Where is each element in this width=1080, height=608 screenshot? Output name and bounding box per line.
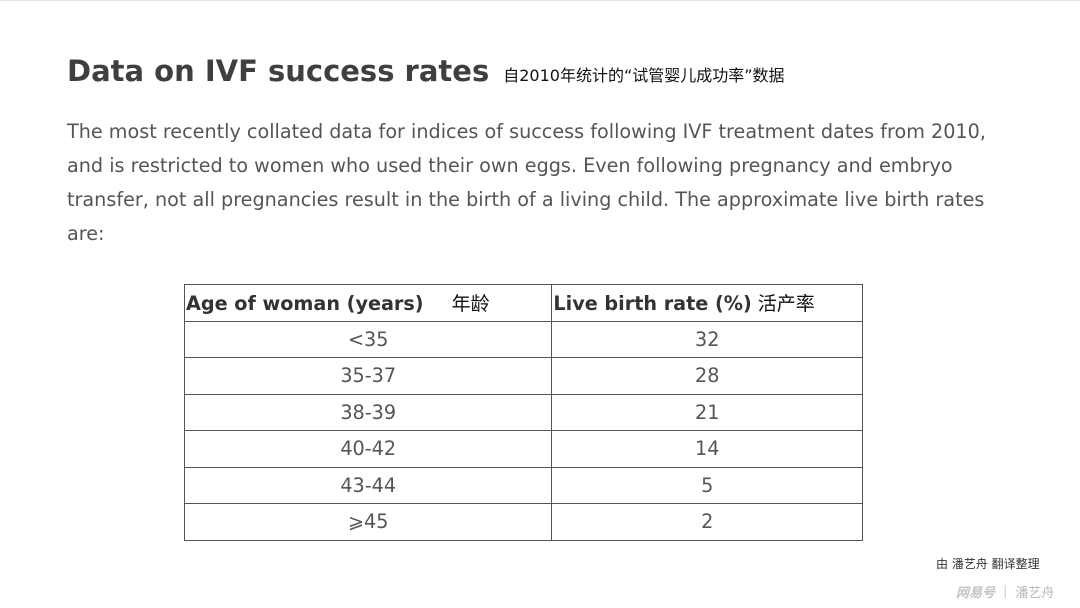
age-cell: 38-39 xyxy=(183,393,553,431)
page-title: Data on IVF success rates xyxy=(67,54,490,88)
header-age-label: Age of woman (years) xyxy=(186,292,424,316)
header-age: Age of woman (years) 年龄 xyxy=(183,284,553,322)
watermark: 网易号 | 潘艺舟 xyxy=(956,582,1054,601)
intro-paragraph: The most recently collated data for indi… xyxy=(67,120,986,245)
header-rate-cn: 活产率 xyxy=(757,293,815,316)
table-row: 38-39 21 xyxy=(183,393,863,431)
table-row: <35 32 xyxy=(183,320,863,358)
rate-cell: 5 xyxy=(551,466,863,504)
rate-cell: 2 xyxy=(551,503,863,541)
age-cell: 43-44 xyxy=(183,466,553,504)
live-birth-rate-table: Age of woman (years) 年龄 Live birth rate (… xyxy=(183,284,863,541)
table-header-row: Age of woman (years) 年龄 Live birth rate (… xyxy=(183,284,863,322)
translation-credit: 由 潘艺舟 翻译整理 xyxy=(936,557,1040,571)
page-subtitle-cn: 自2010年统计的“试管婴儿成功率”数据 xyxy=(503,66,785,85)
watermark-separator: | xyxy=(1003,584,1008,599)
rate-cell: 32 xyxy=(551,320,863,358)
title-row: Data on IVF success rates 自2010年统计的“试管婴儿… xyxy=(67,54,785,88)
table-row: 40-42 14 xyxy=(183,430,863,468)
header-age-cn: 年龄 xyxy=(451,293,490,316)
table-row: 35-37 28 xyxy=(183,357,863,395)
watermark-brand: 网易号 xyxy=(956,586,996,601)
table-row: 43-44 5 xyxy=(183,466,863,504)
table-row: ⩾45 2 xyxy=(183,503,863,541)
rate-cell: 28 xyxy=(551,357,863,395)
rate-cell: 21 xyxy=(551,393,863,431)
age-cell: 35-37 xyxy=(183,357,553,395)
age-cell: <35 xyxy=(183,320,553,358)
header-rate: Live birth rate (%) 活产率 xyxy=(551,284,863,322)
age-cell: 40-42 xyxy=(183,430,553,468)
rate-cell: 14 xyxy=(551,430,863,468)
age-cell: ⩾45 xyxy=(183,503,553,541)
watermark-author: 潘艺舟 xyxy=(1015,586,1055,601)
header-rate-label: Live birth rate (%) xyxy=(553,292,752,316)
